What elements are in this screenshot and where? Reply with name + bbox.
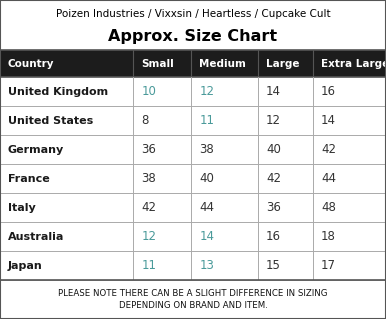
Text: 11: 11	[199, 114, 214, 127]
Text: United Kingdom: United Kingdom	[8, 87, 108, 97]
Text: Medium: Medium	[199, 59, 246, 69]
Text: Germany: Germany	[8, 145, 64, 155]
Bar	[0, 222, 386, 251]
Text: United States: United States	[8, 116, 93, 126]
Text: 8: 8	[141, 114, 149, 127]
Bar	[0, 280, 386, 319]
Bar	[0, 50, 386, 77]
Text: 12: 12	[266, 114, 281, 127]
Bar	[0, 0, 386, 50]
Text: 15: 15	[266, 259, 281, 272]
Bar	[0, 251, 386, 280]
Text: 44: 44	[321, 172, 336, 185]
Text: Approx. Size Chart: Approx. Size Chart	[108, 29, 278, 44]
Text: Large: Large	[266, 59, 300, 69]
Text: Extra Large: Extra Large	[321, 59, 386, 69]
Text: 42: 42	[141, 201, 156, 214]
Text: 38: 38	[199, 143, 214, 156]
Text: 18: 18	[321, 230, 336, 243]
Bar	[0, 193, 386, 222]
Text: 48: 48	[321, 201, 336, 214]
Bar	[0, 164, 386, 193]
Bar	[0, 106, 386, 135]
Text: 40: 40	[266, 143, 281, 156]
Text: 14: 14	[266, 85, 281, 98]
Text: 42: 42	[321, 143, 336, 156]
Text: 40: 40	[199, 172, 214, 185]
Text: 12: 12	[141, 230, 156, 243]
Text: Poizen Industries / Vixxsin / Heartless / Cupcake Cult: Poizen Industries / Vixxsin / Heartless …	[56, 9, 330, 19]
Text: 44: 44	[199, 201, 214, 214]
Text: Country: Country	[8, 59, 54, 69]
Text: 42: 42	[266, 172, 281, 185]
Text: 14: 14	[321, 114, 336, 127]
Bar	[0, 77, 386, 106]
Text: Italy: Italy	[8, 203, 36, 213]
Text: 14: 14	[199, 230, 214, 243]
Text: 38: 38	[141, 172, 156, 185]
Text: Australia: Australia	[8, 232, 64, 242]
Text: 12: 12	[199, 85, 214, 98]
Text: PLEASE NOTE THERE CAN BE A SLIGHT DIFFERENCE IN SIZING
DEPENDING ON BRAND AND IT: PLEASE NOTE THERE CAN BE A SLIGHT DIFFER…	[58, 289, 328, 310]
Text: Small: Small	[141, 59, 174, 69]
Text: 16: 16	[321, 85, 336, 98]
Text: 17: 17	[321, 259, 336, 272]
Text: 16: 16	[266, 230, 281, 243]
Text: 36: 36	[141, 143, 156, 156]
Text: 11: 11	[141, 259, 156, 272]
Text: 10: 10	[141, 85, 156, 98]
Text: Japan: Japan	[8, 261, 43, 271]
Text: France: France	[8, 174, 50, 184]
Text: 36: 36	[266, 201, 281, 214]
Text: 13: 13	[199, 259, 214, 272]
Bar	[0, 135, 386, 164]
